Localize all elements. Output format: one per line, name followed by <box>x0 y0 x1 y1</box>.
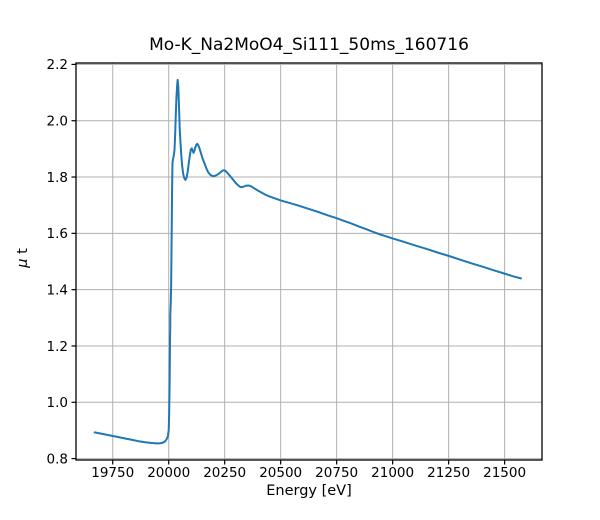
x-tick-label: 20000 <box>147 465 190 481</box>
x-tick-label: 20750 <box>315 465 358 481</box>
y-axis-label: μ t <box>15 158 35 358</box>
y-tick-label: 1.6 <box>47 226 68 242</box>
y-tick-label: 1.8 <box>47 170 68 186</box>
y-tick-label: 0.8 <box>47 451 68 467</box>
x-tick-label: 20500 <box>259 465 302 481</box>
y-tick-label: 1.0 <box>47 395 68 411</box>
axes-frame <box>75 62 543 461</box>
y-axis-label-rest: t <box>15 248 31 259</box>
y-axis-label-mu: μ <box>15 258 31 268</box>
y-tick-label: 2.0 <box>47 114 68 130</box>
x-tick-label: 21500 <box>483 465 526 481</box>
chart-title: Mo-K_Na2MoO4_Si111_50ms_160716 <box>149 35 469 55</box>
y-tick-label: 2.2 <box>47 57 68 73</box>
x-tick-label: 20250 <box>203 465 246 481</box>
spectrum-line <box>93 78 522 445</box>
x-tick-label: 19750 <box>91 465 134 481</box>
y-tick-label: 1.2 <box>47 339 68 355</box>
x-tick-label: 21000 <box>371 465 414 481</box>
x-axis-label: Energy [eV] <box>266 483 352 499</box>
x-tick-label: 21250 <box>427 465 470 481</box>
y-tick-label: 1.4 <box>47 282 68 298</box>
